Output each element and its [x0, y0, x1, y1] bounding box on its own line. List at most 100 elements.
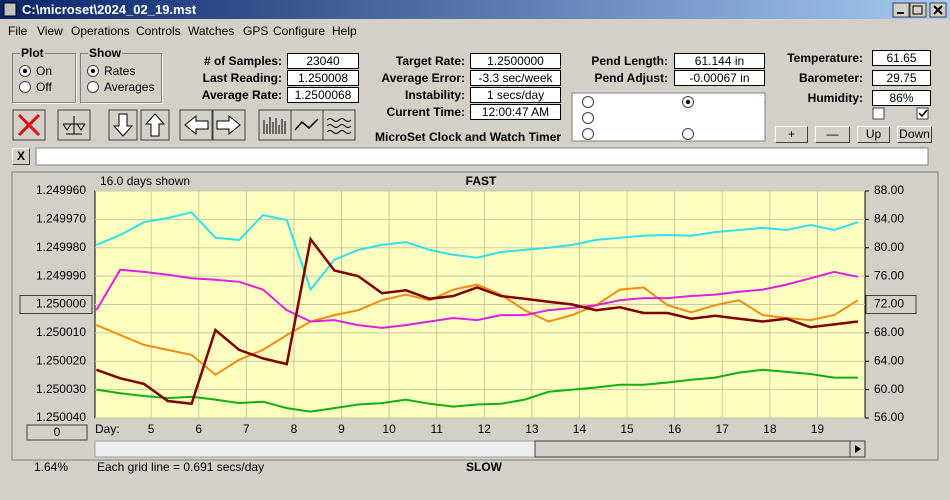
field-label: Average Error:	[381, 71, 465, 85]
menu-item[interactable]: View	[37, 24, 63, 38]
field-label: Pend Length:	[591, 54, 668, 68]
app-title: MicroSet Clock and Watch Timer	[375, 130, 562, 144]
button[interactable]: Up	[857, 126, 890, 143]
y-tick-label: 1.250000	[36, 297, 86, 311]
button[interactable]: Down	[897, 126, 932, 143]
button[interactable]: —	[815, 126, 850, 143]
field-label: Temperature:	[787, 51, 863, 65]
group-title: Plot	[20, 46, 45, 60]
menu-item[interactable]: File	[8, 24, 28, 38]
radio-label[interactable]: Rates	[104, 64, 136, 78]
tick-button[interactable]	[19, 295, 93, 314]
button[interactable]: +	[775, 126, 808, 143]
series-select-box	[571, 92, 766, 142]
y-tick-label: 1.250010	[36, 325, 86, 339]
radio[interactable]	[87, 81, 99, 93]
y-tick-label: 1.249980	[36, 240, 86, 254]
x-tick-label: 12	[478, 422, 492, 436]
menu-item[interactable]: Watches	[188, 24, 235, 38]
x-tick-label: 19	[811, 422, 825, 436]
y2-tick-label: 76.00	[874, 268, 904, 282]
window-title: C:\microset\2024_02_19.mst	[22, 2, 197, 17]
field-label: Target Rate:	[395, 54, 465, 68]
menu-item[interactable]: GPS	[243, 24, 269, 38]
x-tick-label: 7	[243, 422, 250, 436]
radio[interactable]	[682, 128, 694, 140]
slow-label: SLOW	[466, 460, 503, 474]
radio-label[interactable]: On	[36, 64, 53, 78]
field-label: Instability:	[404, 88, 465, 102]
field-label: Last Reading:	[202, 71, 282, 85]
x-tick-label: 17	[716, 422, 730, 436]
x-tick-label: 13	[525, 422, 539, 436]
x-tick-label: 16	[668, 422, 682, 436]
field-value: 1.250008	[287, 70, 359, 86]
offset-button[interactable]	[26, 424, 88, 441]
field-label: Average Rate:	[201, 88, 282, 102]
radio[interactable]	[582, 112, 594, 124]
series-line	[95, 236, 859, 406]
y2-tick-label: 88.00	[874, 183, 904, 197]
menu-item[interactable]: Operations	[71, 24, 130, 38]
radio-dot	[685, 99, 691, 105]
menu-item[interactable]: Help	[332, 24, 357, 38]
y2-tick-label: 68.00	[874, 325, 904, 339]
x-tick-label: 14	[573, 422, 587, 436]
radio[interactable]	[582, 96, 594, 108]
field-value: 1.2500000	[470, 53, 561, 69]
y2-tick-label: 80.00	[874, 240, 904, 254]
check-mark	[918, 109, 928, 118]
x-tick-label: 8	[291, 422, 298, 436]
title-bar	[0, 0, 950, 19]
field-value: 86%	[872, 90, 931, 106]
tick-button[interactable]	[865, 295, 917, 314]
field-value: -0.00067 in	[674, 70, 765, 86]
window-buttons[interactable]	[892, 2, 947, 18]
y2-tick-label: 72.00	[874, 297, 904, 311]
radio-label[interactable]: Off	[36, 80, 52, 94]
series-lines	[95, 211, 859, 413]
y2-tick-label: 56.00	[874, 410, 904, 424]
field-value: -3.3 sec/week	[470, 70, 561, 86]
series-line	[95, 268, 859, 329]
toolbar[interactable]	[12, 109, 356, 141]
field-value: 23040	[287, 53, 359, 69]
radio-dot	[22, 68, 28, 74]
checkbox[interactable]	[916, 107, 929, 120]
group-title: Show	[88, 46, 122, 60]
scroll-thumb[interactable]	[534, 440, 851, 458]
field-label: Humidity:	[807, 91, 863, 105]
menu-item[interactable]: Controls	[136, 24, 181, 38]
field-label: Pend Adjust:	[594, 71, 668, 85]
close-button[interactable]: X	[12, 148, 30, 165]
y-tick-label: 1.249990	[36, 268, 86, 282]
radio-label[interactable]: Averages	[104, 80, 155, 94]
y-tick-label: 1.249970	[36, 212, 86, 226]
menu-item[interactable]: Configure	[273, 24, 326, 38]
y2-tick-label: 60.00	[874, 382, 904, 396]
field-value: 61.65	[872, 50, 931, 66]
series-line	[96, 283, 859, 376]
radio-dot	[90, 68, 96, 74]
x-tick-label: 6	[195, 422, 202, 436]
series-line	[96, 368, 858, 413]
field-label: Current Time:	[386, 105, 465, 119]
checkbox[interactable]	[872, 107, 885, 120]
clock-name-field[interactable]	[35, 147, 929, 166]
y-tick-label: 1.250040	[36, 410, 86, 424]
x-tick-label: 18	[763, 422, 777, 436]
series-line	[96, 211, 859, 292]
radio[interactable]	[582, 128, 594, 140]
radio[interactable]	[19, 81, 31, 93]
x-tick-label: 15	[620, 422, 634, 436]
y-tick-label: 1.250030	[36, 382, 86, 396]
days-shown: 16.0 days shown	[100, 174, 190, 188]
grid	[95, 190, 865, 419]
status: 1.64%	[34, 460, 68, 474]
offset-button-label: 0	[54, 425, 61, 439]
y2-tick-label: 84.00	[874, 212, 904, 226]
fast-label: FAST	[466, 174, 497, 188]
y-tick-label: 1.250020	[36, 353, 86, 367]
